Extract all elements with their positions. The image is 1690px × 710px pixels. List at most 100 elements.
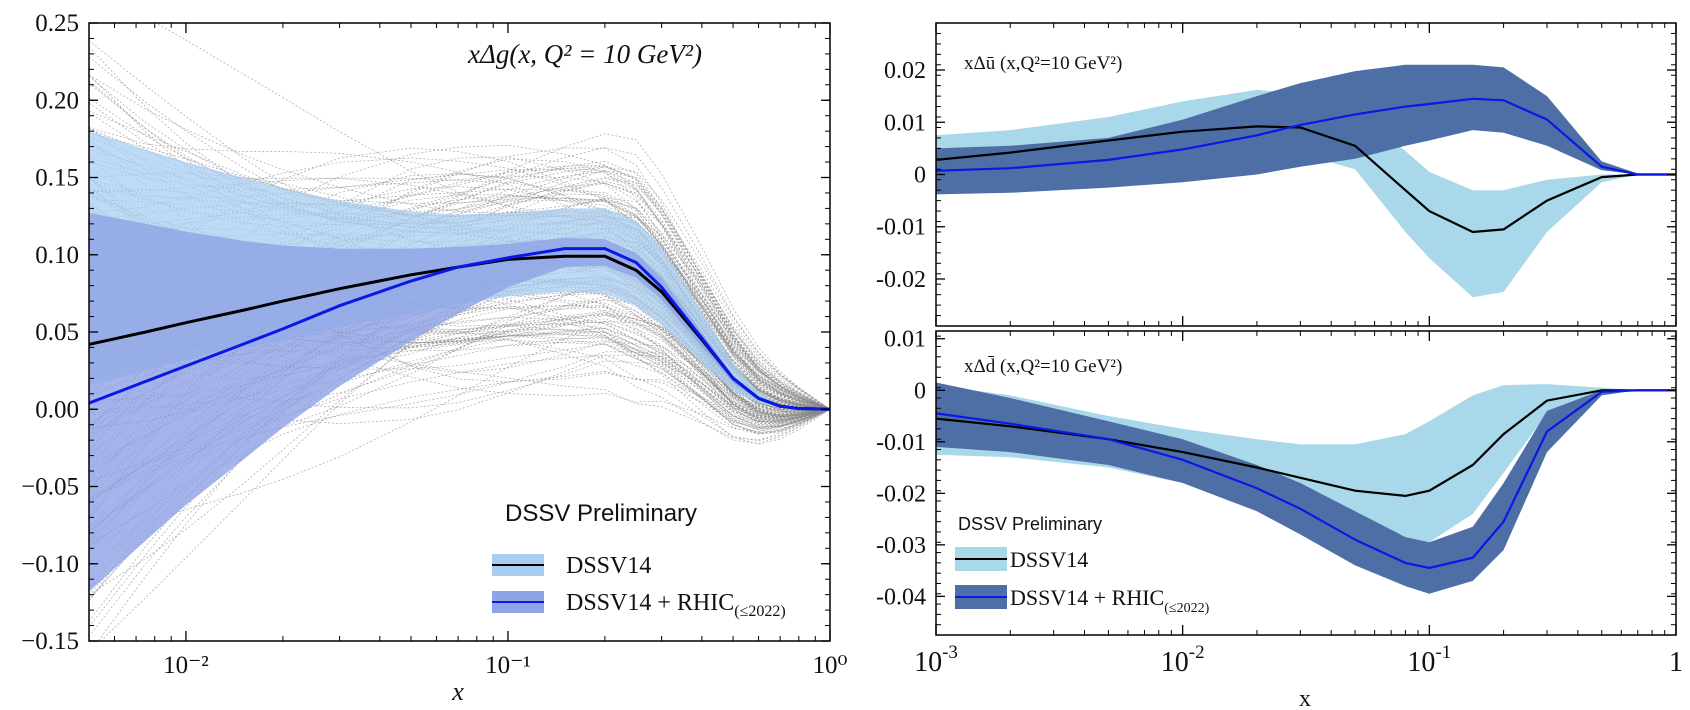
replica-curve xyxy=(89,173,830,413)
replica-curve xyxy=(89,247,830,432)
rb-ytick-label: 0 xyxy=(914,378,926,404)
right-legend-label-rhic: DSSV14 + RHIC(≤2022) xyxy=(1010,585,1210,616)
left-x-axis-label: x xyxy=(451,677,464,706)
legend-label-dssv14: DSSV14 xyxy=(566,553,651,579)
left-xtick-label: 10⁻¹ xyxy=(485,652,531,679)
replica-curve xyxy=(89,236,830,534)
rt-ytick-label: 0.01 xyxy=(884,110,926,136)
replica-curve xyxy=(89,74,830,410)
replica-curve xyxy=(89,279,830,452)
replica-curve xyxy=(89,370,830,573)
replica-curve xyxy=(89,335,830,622)
left-xtick-label: 10⁻² xyxy=(163,652,209,679)
replica-curve xyxy=(89,110,830,410)
rb-xtick-label-exp: -1 xyxy=(1435,642,1451,663)
rb-line-dssv14-rhic xyxy=(936,389,1676,570)
right-legend-label-rhic-name: DSSV14 + RHIC xyxy=(1010,585,1164,610)
replica-curve xyxy=(89,299,830,440)
left-ytick-label: 0.15 xyxy=(35,165,79,192)
left-legend: DSSV Preliminary DSSV14 DSSV14 + RHIC(≤2… xyxy=(492,500,786,620)
rb-band-dssv14-rhic xyxy=(936,382,1676,594)
rt-ytick-label: 0.02 xyxy=(884,58,926,84)
replica-curve xyxy=(89,189,830,410)
replica-curve xyxy=(89,320,830,546)
left-ytick-label: −0.15 xyxy=(21,628,79,655)
replica-curve xyxy=(89,194,830,423)
right-bottom-chart-title: xΔd̄ (x,Q²=10 GeV²) xyxy=(964,356,1122,377)
left-chart-panel: −0.15 −0.10 −0.05 0.00 0.05 0.10 0.15 0.20 0.25 1… xyxy=(21,10,847,706)
replica-curve xyxy=(89,227,830,501)
left-line-dssv14-rhic xyxy=(89,247,830,411)
rb-xtick-label: 10-2 xyxy=(1161,642,1205,678)
left-ytick-label: −0.05 xyxy=(21,474,79,501)
left-ytick-label: 0.00 xyxy=(35,396,79,423)
rb-ytick-label: -0.03 xyxy=(876,533,926,559)
rb-line-dssv14 xyxy=(936,389,1676,498)
replica-curve xyxy=(89,165,830,410)
replica-curve xyxy=(89,285,830,426)
rt-line-dssv14-rhic xyxy=(936,97,1676,176)
replica-curve xyxy=(89,339,830,527)
replica-curve xyxy=(89,249,830,546)
left-band-dssv14-rhic xyxy=(89,213,830,592)
right-legend-label-rhic-subscript: (≤2022) xyxy=(1164,601,1209,616)
replica-curve xyxy=(89,128,830,410)
rb-xtick-label-exp: -2 xyxy=(1189,642,1205,663)
left-legend-annotation: DSSV Preliminary xyxy=(505,500,697,527)
left-xtick-label: 10⁰ xyxy=(812,652,847,679)
replica-curve xyxy=(89,186,830,410)
right-legend: DSSV Preliminary DSSV14 DSSV14 + RHIC(≤2… xyxy=(955,514,1210,616)
replica-curve xyxy=(89,312,830,499)
rt-ytick-label: -0.02 xyxy=(876,267,926,293)
rb-xtick-label: 10-3 xyxy=(914,642,958,678)
left-ytick-label: −0.10 xyxy=(21,551,79,578)
rb-ytick-label: -0.02 xyxy=(876,481,926,507)
replica-curve xyxy=(89,147,830,410)
right-x-axis-label: x xyxy=(1299,686,1311,710)
replica-curve xyxy=(89,144,830,410)
legend-label-rhic-subscript: (≤2022) xyxy=(734,603,785,620)
replica-curve xyxy=(89,166,830,428)
rt-ytick-label: 0 xyxy=(914,163,926,189)
rb-ytick-label: -0.01 xyxy=(876,430,926,456)
replica-curve xyxy=(89,305,830,637)
rt-ytick-label: -0.01 xyxy=(876,215,926,241)
rb-xtick-label-base: 10 xyxy=(914,647,942,678)
replica-curve xyxy=(89,175,830,422)
rb-xtick-label-exp: -3 xyxy=(942,642,958,663)
rb-xtick-label: 1 xyxy=(1669,647,1683,678)
replica-curve xyxy=(89,329,830,432)
legend-label-rhic: DSSV14 + RHIC(≤2022) xyxy=(566,590,786,620)
left-chart-title: xΔg(x, Q² = 10 GeV²) xyxy=(467,39,702,69)
left-ytick-label: 0.20 xyxy=(35,87,79,114)
replica-curve xyxy=(89,147,830,410)
right-legend-label-dssv14: DSSV14 xyxy=(1010,547,1088,572)
replica-curve xyxy=(89,265,830,413)
rb-xtick-label-base: 10 xyxy=(1407,647,1435,678)
left-ytick-label: 0.05 xyxy=(35,319,79,346)
replica-curve xyxy=(89,312,830,424)
replica-curve xyxy=(89,161,830,410)
right-legend-annotation: DSSV Preliminary xyxy=(958,514,1102,534)
replica-curve xyxy=(89,214,830,430)
rb-xtick-label-base: 10 xyxy=(1161,647,1189,678)
rt-line-dssv14 xyxy=(936,125,1676,234)
replica-curve xyxy=(89,360,830,417)
rb-xtick-label: 10-1 xyxy=(1407,642,1451,678)
replica-curve xyxy=(89,136,830,410)
replica-curve xyxy=(89,56,830,410)
right-top-chart-panel: -0.02 -0.01 0 0.01 0.02 xΔū (x,Q²=10 GeV²) xyxy=(876,22,1677,327)
right-bottom-plot-frame xyxy=(935,330,1677,636)
replica-curve xyxy=(89,351,830,441)
legend-label-rhic-name: DSSV14 + RHIC xyxy=(566,590,734,616)
replica-curve xyxy=(89,278,830,482)
left-ytick-label: 0.25 xyxy=(35,10,79,37)
replica-curve xyxy=(89,325,830,532)
left-ytick-label: 0.10 xyxy=(35,242,79,269)
rb-ytick-label: -0.04 xyxy=(876,584,926,610)
replica-curve xyxy=(89,140,830,411)
replica-curve xyxy=(89,199,830,418)
replica-curve xyxy=(89,127,830,411)
